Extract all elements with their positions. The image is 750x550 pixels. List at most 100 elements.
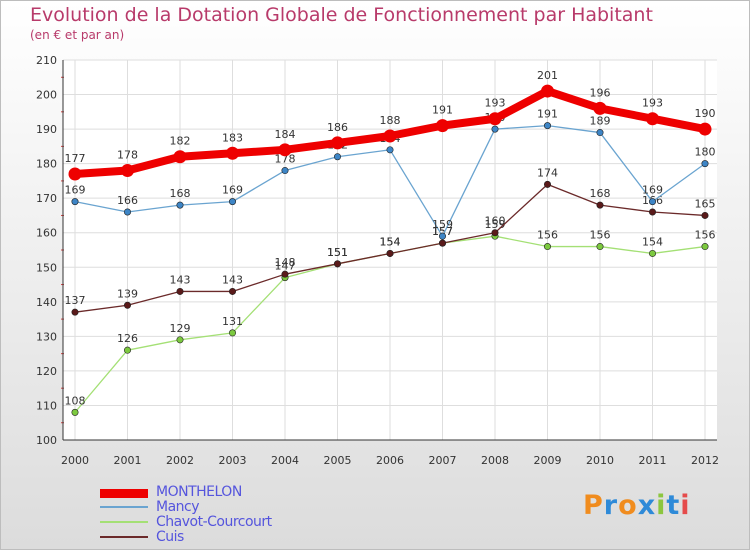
data-label-monthelon: 201: [537, 69, 558, 82]
data-label-cuis: 143: [170, 273, 191, 286]
data-label-cuis: 143: [222, 273, 243, 286]
data-label-cuis: 165: [695, 197, 716, 210]
data-label-cuis: 168: [590, 187, 611, 200]
data-label-monthelon: 190: [695, 107, 716, 120]
data-point-cuis: [229, 287, 237, 295]
data-point-cuis: [176, 287, 184, 295]
data-point-cuis: [71, 308, 79, 316]
data-point-cuis: [648, 208, 656, 216]
data-label-monthelon: 188: [380, 114, 401, 127]
data-label-chavot-courcourt: 108: [65, 394, 86, 407]
x-tick-label: 2004: [271, 454, 299, 467]
data-point-mancy: [176, 201, 184, 209]
y-tick-label: 140: [36, 296, 57, 309]
logo-letter: P: [583, 490, 604, 521]
data-point-monthelon: [593, 101, 607, 115]
data-label-cuis: 151: [327, 246, 348, 259]
logo-letter: t: [666, 490, 681, 521]
data-label-mancy: 168: [170, 187, 191, 200]
data-point-monthelon: [331, 136, 344, 150]
y-tick-label: 150: [36, 261, 57, 274]
y-tick-label: 200: [36, 89, 57, 102]
data-point-chavot-courcourt: [543, 243, 551, 251]
y-tick-label: 130: [36, 330, 57, 343]
data-label-cuis: 139: [117, 287, 138, 300]
x-tick-label: 2001: [114, 454, 142, 467]
data-point-cuis: [491, 229, 499, 237]
legend-label-cuis: Cuis: [156, 529, 184, 545]
data-point-chavot-courcourt: [124, 346, 132, 354]
data-point-cuis: [701, 211, 709, 219]
data-point-mancy: [386, 146, 394, 154]
data-label-mancy: 169: [642, 184, 663, 197]
data-label-mancy: 166: [117, 194, 138, 207]
x-tick-label: 2008: [481, 454, 509, 467]
data-point-monthelon: [436, 119, 449, 133]
x-tick-label: 2012: [691, 454, 719, 467]
y-tick-label: 170: [36, 192, 57, 205]
data-point-chavot-courcourt: [701, 243, 709, 251]
data-label-monthelon: 177: [65, 152, 86, 165]
legend-swatch-mancy: [100, 506, 148, 508]
y-tick-label: 180: [36, 158, 57, 171]
data-label-chavot-courcourt: 156: [537, 229, 558, 242]
data-label-chavot-courcourt: 154: [380, 235, 401, 248]
data-point-monthelon: [68, 167, 82, 181]
data-point-monthelon: [226, 146, 239, 160]
x-tick-label: 2002: [166, 454, 194, 467]
y-tick-label: 100: [36, 434, 57, 447]
data-point-cuis: [333, 260, 341, 268]
logo-letter: i: [680, 490, 691, 521]
data-point-cuis: [386, 249, 394, 257]
data-point-cuis: [124, 301, 132, 309]
data-label-chavot-courcourt: 131: [222, 315, 243, 328]
data-label-monthelon: 196: [590, 86, 611, 99]
data-label-chavot-courcourt: 156: [695, 229, 716, 242]
data-point-mancy: [438, 232, 446, 240]
data-label-cuis: 137: [65, 294, 86, 307]
data-point-mancy: [124, 208, 132, 216]
data-label-mancy: 169: [65, 184, 86, 197]
data-label-mancy: 169: [222, 184, 243, 197]
legend-swatch-cuis: [100, 536, 148, 538]
x-tick-label: 2010: [586, 454, 614, 467]
data-label-monthelon: 193: [642, 97, 663, 110]
data-label-monthelon: 184: [275, 128, 296, 141]
logo-letter: o: [618, 490, 638, 521]
y-tick-label: 210: [36, 54, 57, 67]
data-label-chavot-courcourt: 147: [275, 260, 296, 273]
data-point-chavot-courcourt: [229, 329, 237, 337]
data-label-mancy: 189: [590, 115, 611, 128]
data-point-cuis: [543, 180, 551, 188]
y-tick-label: 110: [36, 399, 57, 412]
data-label-chavot-courcourt: 151: [327, 246, 348, 259]
data-point-chavot-courcourt: [176, 336, 184, 344]
data-point-monthelon: [646, 112, 659, 126]
x-tick-label: 2009: [534, 454, 562, 467]
data-point-monthelon: [698, 122, 712, 136]
proxiti-logo: Proxiti: [583, 490, 691, 521]
data-point-cuis: [596, 201, 604, 209]
data-label-cuis: 148: [275, 256, 296, 269]
data-label-monthelon: 193: [485, 97, 506, 110]
data-label-cuis: 160: [485, 215, 506, 228]
x-tick-label: 2005: [324, 454, 352, 467]
chart-subtitle: (en € et par an): [30, 28, 125, 42]
data-label-monthelon: 186: [327, 121, 348, 134]
legend-label-chavot-courcourt: Chavot-Courcourt: [156, 514, 272, 530]
data-point-mancy: [543, 122, 551, 130]
data-point-chavot-courcourt: [71, 408, 79, 416]
data-point-monthelon: [121, 164, 134, 178]
data-label-monthelon: 191: [432, 104, 453, 117]
data-point-mancy: [229, 198, 237, 206]
data-point-mancy: [701, 160, 709, 168]
legend-label-monthelon: MONTHELON: [156, 484, 242, 500]
data-point-monthelon: [278, 143, 292, 157]
x-tick-label: 2003: [219, 454, 247, 467]
chart-title: Evolution de la Dotation Globale de Fonc…: [30, 4, 653, 26]
data-point-monthelon: [383, 129, 397, 143]
data-point-mancy: [71, 198, 79, 206]
logo-letter: i: [656, 490, 667, 521]
legend-swatch-chavot-courcourt: [100, 521, 148, 523]
